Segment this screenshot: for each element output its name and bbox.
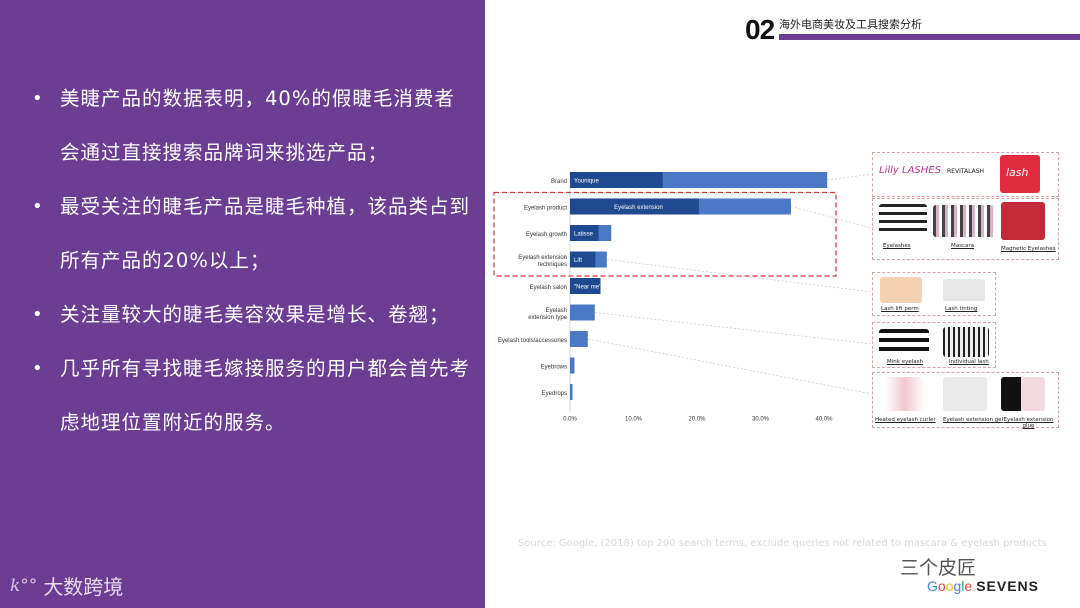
bar (570, 304, 595, 321)
google-letter: o (945, 578, 954, 594)
google-letter: g (953, 578, 962, 594)
bar-inner-label: Latisse (574, 232, 594, 238)
x-tick-label: 0.0% (563, 417, 577, 423)
google-letter: G (927, 578, 938, 594)
brand-logo-lash-tile (1000, 155, 1040, 193)
extension-gel-label: Eyelash extension gel (943, 417, 1004, 423)
category-label: Brand (551, 179, 567, 185)
section-header: 02 海外电商美妆及工具搜索分析 (745, 12, 1080, 46)
bar-inner-label: Lift (574, 258, 582, 264)
eyelashes-label: Eyelashes (883, 243, 911, 249)
bullet-item: • 几乎所有寻找睫毛嫁接服务的用户都会首先考虑地理位置附近的服务。 (30, 342, 470, 450)
google-letter: l (961, 578, 965, 594)
bar-segment (570, 172, 663, 188)
mink-eyelash-image (879, 329, 929, 355)
category-label: Eyelash extension techniques (518, 255, 567, 268)
google-sevens-logo: Google SEVENS (927, 578, 1039, 594)
brand-logo-lilly: Lilly LASHES (879, 165, 941, 176)
sevens-text: SEVENS (976, 578, 1040, 594)
bar (570, 384, 573, 400)
connector-line (606, 259, 873, 293)
type-box: Mink eyelash Individual lash (872, 322, 996, 368)
heated-curler-label: Heated eyelash curler (875, 417, 936, 423)
brand-mark: k°° 大数跨境 (10, 571, 123, 600)
bar-chart: Brand Younique Eyelash product Eyelash exte… (486, 150, 873, 439)
bar (570, 357, 575, 374)
bullet-text: 几乎所有寻找睫毛嫁接服务的用户都会首先考虑地理位置附近的服务。 (60, 357, 471, 434)
heated-curler-image (885, 377, 925, 411)
magnetic-lashes-image (1001, 202, 1045, 240)
connector-line (827, 173, 873, 181)
x-tick-label: 10.0% (625, 417, 643, 423)
category-label: Eyelash extension type (528, 308, 567, 321)
bullet-list: • 美睫产品的数据表明，40%的假睫毛消费者会通过直接搜索品牌词来挑选产品； • 最… (30, 72, 470, 450)
lash-tinting-image (943, 279, 985, 301)
bullet-item: • 最受关注的睫毛产品是睫毛种植，该品类占到所有产品的20%以上； (30, 180, 470, 288)
product-box: Eyelashes Mascara Magnetic Eyelashes (872, 198, 1059, 260)
watermark: 三个皮匠 (900, 553, 976, 580)
connector-line (587, 338, 873, 395)
highlight-box (493, 191, 837, 277)
header-rule (779, 34, 1080, 40)
google-letter: e (964, 578, 973, 594)
brand-name: 大数跨境 (43, 575, 124, 599)
bullet-dot-icon: • (32, 88, 44, 109)
bullet-dot-icon: • (32, 304, 44, 325)
lash-lift-label: Lash lift perm (881, 306, 919, 312)
bullet-text: 最受关注的睫毛产品是睫毛种植，该品类占到所有产品的20%以上； (60, 195, 471, 272)
mascara-label: Mascara (951, 243, 975, 249)
eyelashes-image (879, 204, 927, 236)
bar-segment (570, 278, 601, 294)
section-title: 海外电商美妆及工具搜索分析 (779, 18, 922, 31)
individual-lash-label: Individual lash (949, 359, 989, 365)
bar-inner-label: Younique (574, 179, 599, 185)
bar-segment (570, 225, 599, 241)
bullet-item: • 关注量较大的睫毛美容效果是增长、卷翘； (30, 288, 470, 342)
bullet-text: 关注量较大的睫毛美容效果是增长、卷翘； (60, 303, 450, 326)
tools-box: Heated eyelash curler Eyelash extension … (872, 372, 1059, 429)
x-tick-label: 20.0% (688, 417, 706, 423)
extension-gel-image (943, 377, 987, 411)
bullet-dot-icon: • (32, 196, 44, 217)
bar-segment (570, 198, 699, 215)
category-label: Eyebrows (541, 365, 567, 371)
brand-logo-revitalash: REVITALASH (947, 168, 985, 175)
bar-chart-svg: Brand Younique Eyelash product Eyelash exte… (493, 172, 873, 423)
brand-logo-box: Lilly LASHES REVITALASH lash (872, 152, 1059, 197)
x-tick-label: 30.0% (752, 417, 770, 423)
growth-box: Lash lift perm Lash tinting (872, 272, 996, 316)
x-tick-label: 40.0% (815, 417, 833, 423)
category-label: Eyelash product (524, 206, 567, 212)
bullet-text: 美睫产品的数据表明，40%的假睫毛消费者会通过直接搜索品牌词来挑选产品； (60, 87, 455, 164)
connector-line (594, 312, 873, 345)
category-label: Eyedrops (542, 391, 567, 397)
lash-lift-image (880, 277, 922, 303)
google-letter: o (937, 578, 946, 594)
brand-logo-icon: k°° (10, 575, 38, 596)
mink-eyelash-label: Mink eyelash (887, 359, 923, 365)
extension-glue-label: Eyelash extension glue (1003, 417, 1054, 429)
watermark-text: 三个皮匠 (900, 557, 977, 579)
individual-lash-image (943, 327, 989, 357)
bullet-dot-icon: • (32, 358, 44, 379)
connector-line (790, 206, 873, 229)
bar-segment (570, 251, 596, 268)
lash-tinting-label: Lash tinting (945, 306, 978, 312)
category-label: Eyelash tools/accessories (498, 338, 567, 344)
brand-logo-lash: lash (1006, 166, 1029, 179)
bullet-item: • 美睫产品的数据表明，40%的假睫毛消费者会通过直接搜索品牌词来挑选产品； (30, 72, 470, 180)
bar (570, 331, 588, 347)
bar-inner-label: "Near me" (574, 285, 601, 291)
category-label: Eyelash salon (530, 285, 567, 291)
magnetic-lashes-label: Magnetic Eyelashes (1001, 246, 1056, 252)
chart-source: Source: Google, (2018) top 200 search te… (518, 538, 1047, 549)
section-number: 02 (745, 14, 775, 45)
extension-glue-image (1001, 377, 1045, 411)
left-panel: • 美睫产品的数据表明，40%的假睫毛消费者会通过直接搜索品牌词来挑选产品； • 最… (0, 0, 485, 608)
bar-inner-label: Eyelash extension (614, 205, 663, 211)
category-label: Eyelash growth (526, 232, 567, 238)
mascara-image (933, 205, 995, 237)
